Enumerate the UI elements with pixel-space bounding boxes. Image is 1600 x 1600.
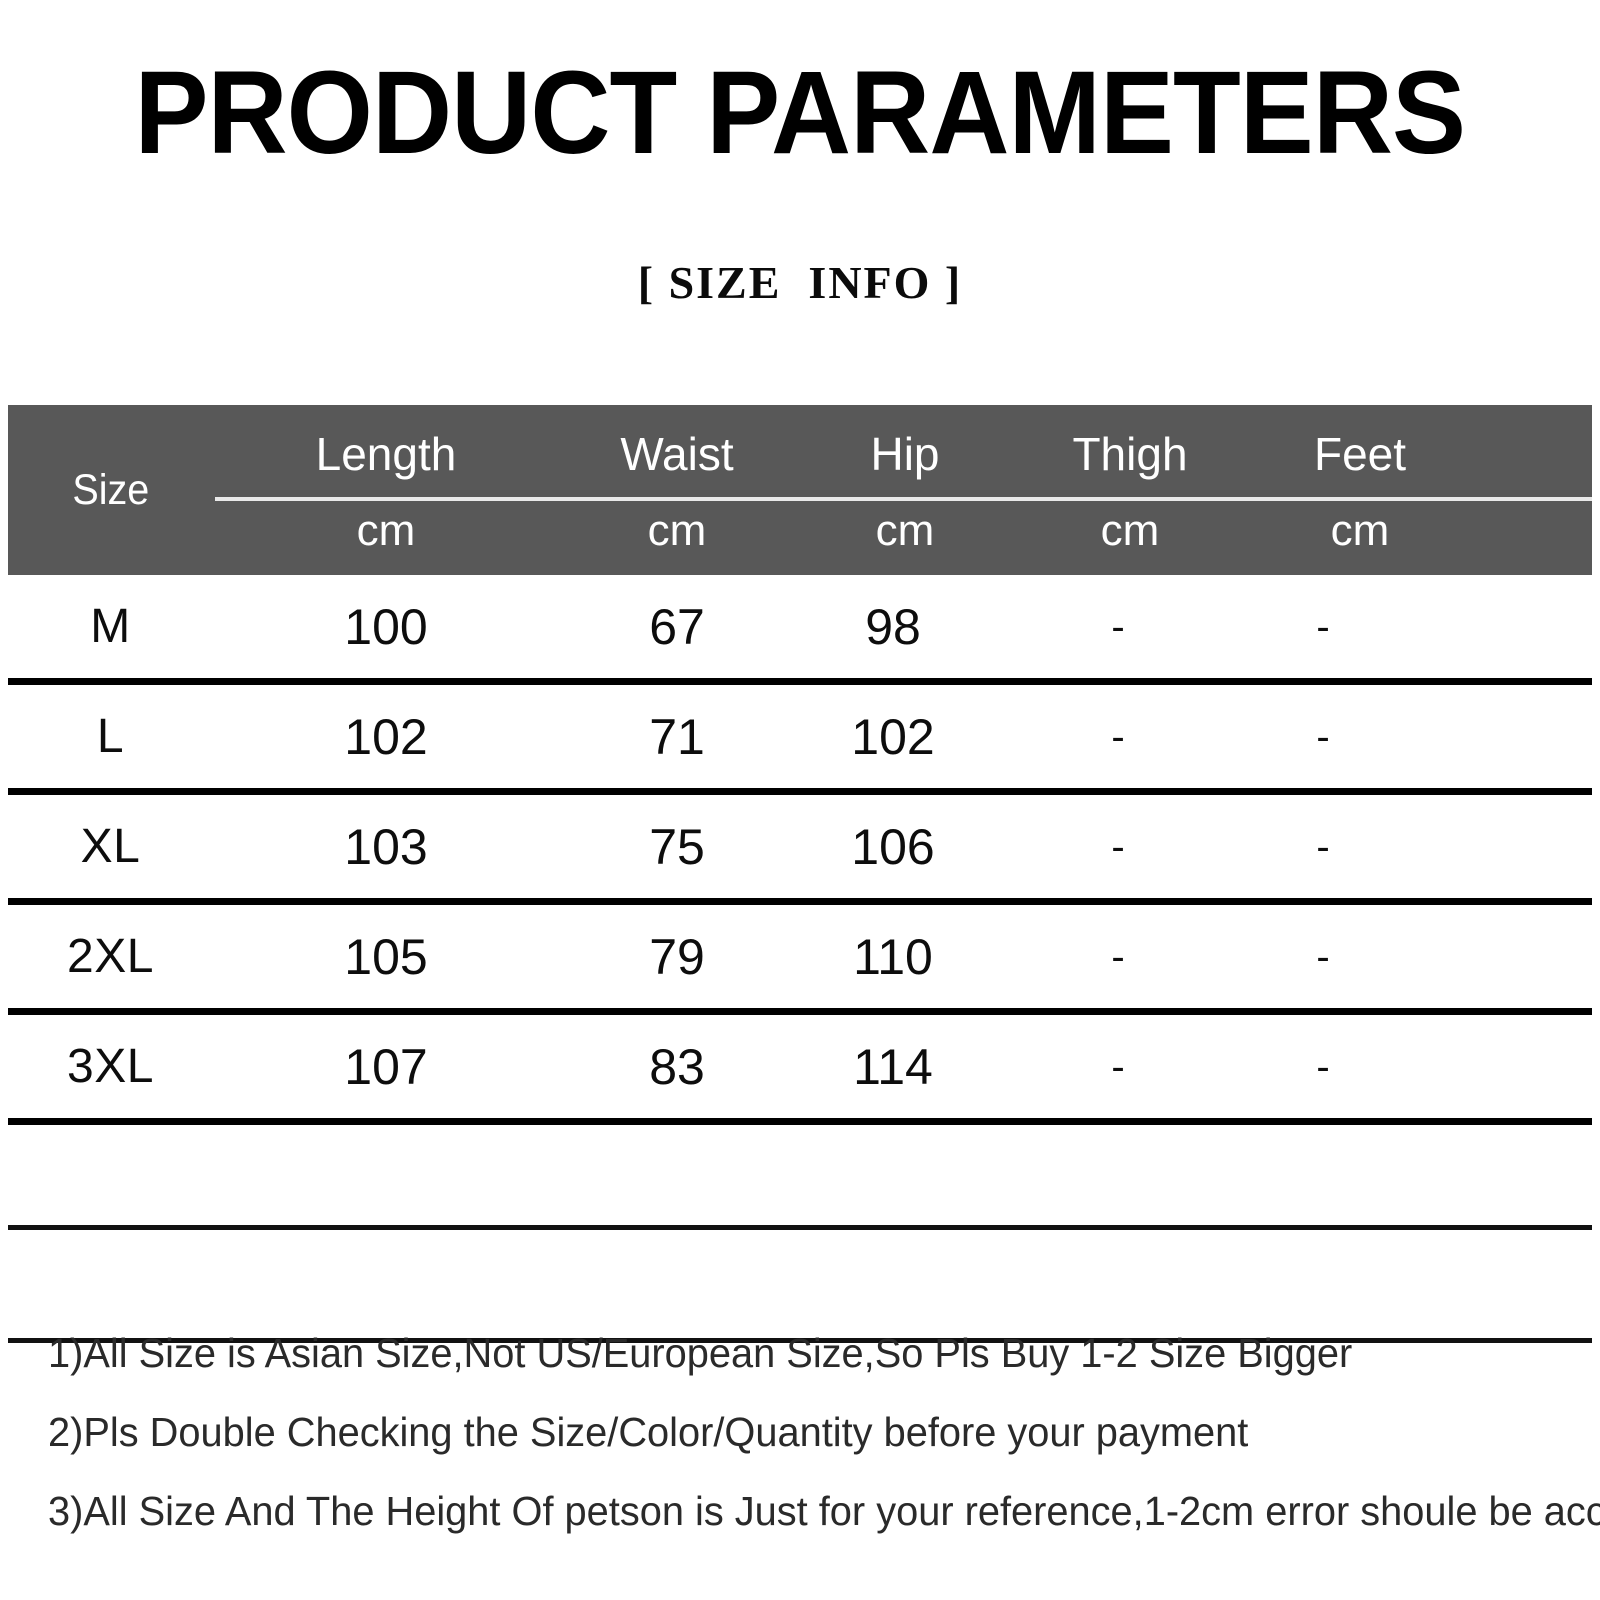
cell-feet: - [1316,604,1330,649]
cell-waist: 67 [649,598,705,655]
column-header-hip-unit: cm [875,506,935,555]
cell-hip: 98 [865,598,921,655]
cell-thigh: - [1111,824,1125,869]
section-subtitle: [ SIZE INFO ] [637,257,963,308]
cell-thigh: - [1111,934,1125,979]
section-subtitle-container: [ SIZE INFO ] [0,258,1600,308]
column-header-feet: Feet cm [1245,405,1475,575]
table-row: 2XL 105 79 110 - - [8,905,1592,1008]
size-table: Size Length cm Waist cm Hip cm Thigh cm … [8,405,1592,1343]
notes-list: 1)All Size is Asian Size,Not US/European… [48,1330,1600,1568]
column-header-feet-label: Feet [1313,428,1407,480]
table-row: 3XL 107 83 114 - - [8,1015,1592,1118]
cell-feet: - [1316,824,1330,869]
table-row: XL 103 75 106 - - [8,795,1592,898]
column-header-size-label: Size [72,465,149,514]
cell-thigh: - [1111,604,1125,649]
column-header-thigh: Thigh cm [1015,405,1245,575]
cell-length: 107 [344,1038,428,1095]
row-separator [8,898,1592,905]
row-separator [8,1338,1592,1343]
note-item: 3)All Size And The Height Of petson is J… [48,1488,1600,1534]
page-title: PRODUCT PARAMETERS [134,47,1467,179]
cell-size: XL [80,819,141,873]
header-divider-rule [215,497,1592,501]
cell-size: 3XL [67,1039,154,1093]
cell-length: 103 [344,818,428,875]
cell-hip: 110 [853,928,933,985]
column-header-length-label: Length [315,428,457,480]
size-table-header: Size Length cm Waist cm Hip cm Thigh cm … [8,405,1592,575]
cell-length: 102 [344,708,428,765]
table-row-empty [8,1230,1592,1338]
row-separator [8,1225,1592,1230]
row-separator [8,1008,1592,1015]
cell-waist: 71 [649,708,705,765]
cell-feet: - [1316,714,1330,759]
column-header-waist-label: Waist [620,428,734,480]
column-header-thigh-unit: cm [1100,506,1160,555]
column-header-waist-unit: cm [647,506,707,555]
cell-waist: 83 [649,1038,705,1095]
row-separator [8,1118,1592,1125]
row-separator [8,678,1592,685]
cell-hip: 106 [851,818,935,875]
column-header-feet-unit: cm [1330,506,1390,555]
page-title-container: PRODUCT PARAMETERS [0,54,1600,172]
table-row: M 100 67 98 - - [8,575,1592,678]
column-header-thigh-label: Thigh [1072,428,1188,480]
row-separator [8,788,1592,795]
column-header-hip-label: Hip [870,428,940,480]
column-header-size: Size [8,405,213,575]
cell-size: M [90,599,131,653]
cell-hip: 114 [853,1038,933,1095]
cell-feet: - [1316,934,1330,979]
cell-size: 2XL [67,929,154,983]
size-table-body: M 100 67 98 - - L 102 71 102 - - XL 103 75 106 - - 2XL 105 7… [8,575,1592,1343]
cell-size: L [96,709,125,763]
cell-thigh: - [1111,1044,1125,1089]
cell-hip: 102 [851,708,935,765]
cell-length: 100 [344,598,428,655]
table-row-empty [8,1125,1592,1225]
column-header-hip: Hip cm [795,405,1015,575]
table-row: L 102 71 102 - - [8,685,1592,788]
cell-thigh: - [1111,714,1125,759]
column-header-length-unit: cm [356,506,416,555]
cell-feet: - [1316,1044,1330,1089]
cell-waist: 75 [649,818,705,875]
cell-waist: 79 [649,928,705,985]
note-item: 2)Pls Double Checking the Size/Color/Qua… [48,1409,1249,1455]
column-header-waist: Waist cm [559,405,795,575]
cell-length: 105 [344,928,428,985]
note-item: 1)All Size is Asian Size,Not US/European… [48,1330,1353,1376]
column-header-length: Length cm [213,405,559,575]
